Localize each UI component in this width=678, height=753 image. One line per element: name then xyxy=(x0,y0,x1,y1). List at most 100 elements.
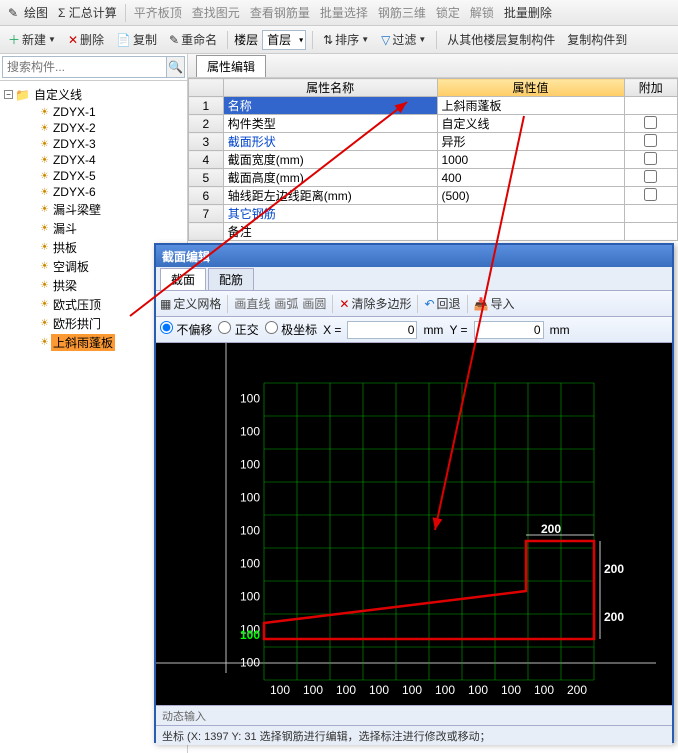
search-input[interactable] xyxy=(2,56,167,78)
tree-item[interactable]: ☀ZDYX-4 xyxy=(0,152,187,168)
section-toolbar: ▦定义网格 画直线 画弧 画圆 ✕清除多边形 ↶回退 📥导入 xyxy=(156,291,672,317)
extra-checkbox[interactable] xyxy=(644,134,657,147)
svg-text:100: 100 xyxy=(468,683,488,697)
extra-checkbox[interactable] xyxy=(644,152,657,165)
property-row[interactable]: 2构件类型自定义线 xyxy=(189,115,678,133)
status-bar: 坐标 (X: 1397 Y: 31 选择钢筋进行编辑，选择标注进行修改或移动； xyxy=(156,725,672,745)
col-extra: 附加 xyxy=(624,79,677,97)
tab-reinforce[interactable]: 配筋 xyxy=(208,268,254,290)
section-canvas[interactable]: 1001001001001001001001001001001001001001… xyxy=(156,343,672,705)
draw-menu[interactable]: ✎绘图 xyxy=(4,2,52,23)
svg-text:200: 200 xyxy=(567,683,587,697)
gear-icon: ☀ xyxy=(40,171,49,182)
copy-to-button[interactable]: 复制构件到 xyxy=(563,29,631,50)
x-input[interactable] xyxy=(347,321,417,339)
sum-calc[interactable]: Σ 汇总计算 xyxy=(54,2,121,23)
rename-icon: ✎ xyxy=(169,33,179,47)
batch-delete[interactable]: 批量删除 xyxy=(500,2,556,23)
section-editor-window: 截面编辑 截面 配筋 ▦定义网格 画直线 画弧 画圆 ✕清除多边形 ↶回退 📥导… xyxy=(154,243,674,743)
property-tab[interactable]: 属性编辑 xyxy=(196,55,266,77)
delete-button[interactable]: ✕删除 xyxy=(64,29,108,50)
search-icon: 🔍 xyxy=(168,60,183,74)
tree-item[interactable]: ☀ZDYX-1 xyxy=(0,104,187,120)
new-button[interactable]: ＋新建 ▼ xyxy=(4,29,60,50)
lock[interactable]: 锁定 xyxy=(432,2,464,23)
gear-icon: ☀ xyxy=(40,123,49,134)
rebar-3d[interactable]: 钢筋三维 xyxy=(374,2,430,23)
draw-line[interactable]: 画直线 xyxy=(234,295,270,312)
svg-text:100: 100 xyxy=(240,557,260,571)
tree-item[interactable]: ☀ZDYX-3 xyxy=(0,136,187,152)
svg-text:100: 100 xyxy=(240,491,260,505)
collapse-icon[interactable]: − xyxy=(4,90,13,99)
view-rebar[interactable]: 查看钢筋量 xyxy=(246,2,314,23)
undo-icon: ↶ xyxy=(424,297,434,311)
y-label: Y = xyxy=(449,323,467,337)
define-grid[interactable]: ▦定义网格 xyxy=(160,295,221,312)
svg-text:200: 200 xyxy=(604,562,624,576)
pencil-icon: ✎ xyxy=(8,6,22,20)
extra-checkbox[interactable] xyxy=(644,170,657,183)
tree-item[interactable]: ☀漏斗梁壁 xyxy=(0,200,187,219)
property-row[interactable]: 3截面形状异形 xyxy=(189,133,678,151)
draw-arc[interactable]: 画弧 xyxy=(274,295,298,312)
property-row[interactable]: 5截面高度(mm)400 xyxy=(189,169,678,187)
gear-icon: ☀ xyxy=(40,187,49,198)
svg-text:100: 100 xyxy=(240,458,260,472)
dynamic-input-label: 动态输入 xyxy=(156,705,672,725)
tree-item[interactable]: ☀ZDYX-6 xyxy=(0,184,187,200)
svg-text:100: 100 xyxy=(303,683,323,697)
import-icon: 📥 xyxy=(474,297,489,311)
import[interactable]: 📥导入 xyxy=(474,295,515,312)
undo[interactable]: ↶回退 xyxy=(424,295,460,312)
gear-icon: ☀ xyxy=(40,299,49,310)
svg-text:100: 100 xyxy=(240,524,260,538)
tab-section[interactable]: 截面 xyxy=(160,268,206,290)
batch-select[interactable]: 批量选择 xyxy=(316,2,372,23)
property-row[interactable]: 4截面宽度(mm)1000 xyxy=(189,151,678,169)
gear-icon: ☀ xyxy=(40,280,49,291)
align-top[interactable]: 平齐板顶 xyxy=(130,2,186,23)
opt-ortho[interactable]: 正交 xyxy=(218,321,258,338)
extra-checkbox[interactable] xyxy=(644,188,657,201)
filter-icon: ▽ xyxy=(381,33,390,47)
svg-text:200: 200 xyxy=(541,522,561,536)
grid-icon: ▦ xyxy=(160,297,171,311)
tree-root[interactable]: − 📁 自定义线 xyxy=(0,85,187,104)
opt-polar[interactable]: 极坐标 xyxy=(265,321,317,338)
floor-label: 楼层 xyxy=(234,31,258,48)
floor-select[interactable]: 首层 xyxy=(262,30,306,50)
clear-polygon[interactable]: ✕清除多边形 xyxy=(339,295,411,312)
svg-text:100: 100 xyxy=(402,683,422,697)
sort-icon: ⇅ xyxy=(323,33,333,47)
extra-checkbox[interactable] xyxy=(644,116,657,129)
tree-item[interactable]: ☀ZDYX-2 xyxy=(0,120,187,136)
gear-icon: ☀ xyxy=(40,337,49,348)
copy-button[interactable]: 📄复制 xyxy=(112,29,161,50)
property-row[interactable]: 7其它钢筋 xyxy=(189,205,678,223)
tree-item[interactable]: ☀漏斗 xyxy=(0,219,187,238)
property-row[interactable]: 6轴线距左边线距离(mm)(500) xyxy=(189,187,678,205)
svg-text:100: 100 xyxy=(240,425,260,439)
tree-item[interactable]: ☀ZDYX-5 xyxy=(0,168,187,184)
draw-circle[interactable]: 画圆 xyxy=(302,295,326,312)
svg-text:100: 100 xyxy=(435,683,455,697)
section-options: 不偏移 正交 极坐标 X = mm Y = mm xyxy=(156,317,672,343)
rename-button[interactable]: ✎重命名 xyxy=(165,29,221,50)
opt-no-offset[interactable]: 不偏移 xyxy=(160,321,212,338)
find-element[interactable]: 查找图元 xyxy=(188,2,244,23)
col-value: 属性值 xyxy=(437,79,624,97)
property-row[interactable]: 1名称上斜雨蓬板 xyxy=(189,97,678,115)
svg-text:100: 100 xyxy=(501,683,521,697)
filter-button[interactable]: ▽过滤 ▼ xyxy=(377,29,430,50)
copy-from-button[interactable]: 从其他楼层复制构件 xyxy=(443,29,559,50)
x-icon: ✕ xyxy=(339,297,349,311)
search-button[interactable]: 🔍 xyxy=(167,56,185,78)
copy-icon: 📄 xyxy=(116,33,131,47)
unlock[interactable]: 解锁 xyxy=(466,2,498,23)
sort-button[interactable]: ⇅排序 ▼ xyxy=(319,29,373,50)
col-name: 属性名称 xyxy=(223,79,437,97)
y-input[interactable] xyxy=(474,321,544,339)
property-row[interactable]: 备注 xyxy=(189,223,678,241)
svg-text:100: 100 xyxy=(240,628,260,642)
